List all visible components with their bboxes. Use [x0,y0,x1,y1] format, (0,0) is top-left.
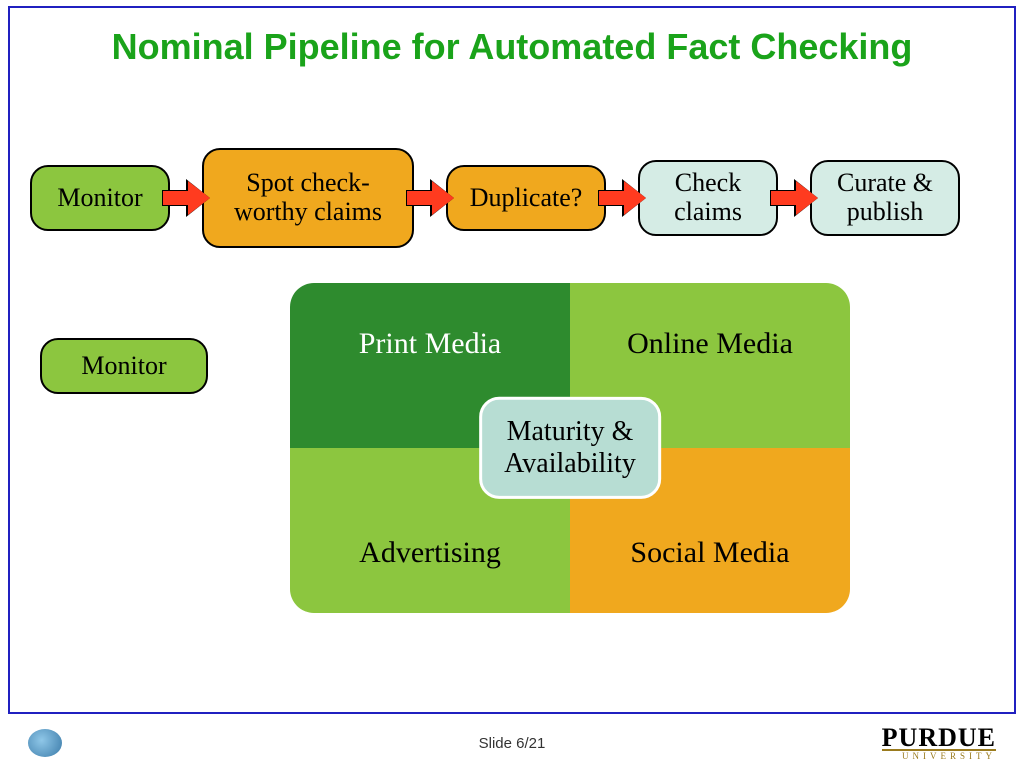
arrow-icon [598,183,646,213]
pipeline-row: Monitor Spot check-worthy claims Duplicate… [30,148,994,248]
globe-icon [28,729,62,757]
slide-frame: Nominal Pipeline for Automated Fact Chec… [8,6,1016,714]
side-monitor-box: Monitor [40,338,208,394]
slide-footer: Slide 6/21 PURDUE UNIVERSITY [0,718,1024,768]
quad-center-label: Maturity &Availability [504,416,636,479]
media-quadrant: Print Media Online Media Advertising Soc… [290,283,850,613]
slide-number: Slide 6/21 [479,735,546,752]
side-monitor-label: Monitor [81,352,166,381]
arrow-icon [770,183,818,213]
slide-title: Nominal Pipeline for Automated Fact Chec… [10,26,1014,68]
quad-center-box: Maturity &Availability [479,397,661,499]
pipeline-node-3: Check claims [638,160,778,236]
pipeline-node-0: Monitor [30,165,170,231]
purdue-logo: PURDUE UNIVERSITY [882,726,996,760]
pipeline-node-2: Duplicate? [446,165,606,231]
pipeline-node-1: Spot check-worthy claims [202,148,414,248]
pipeline-node-4: Curate & publish [810,160,960,236]
arrow-icon [162,183,210,213]
arrow-icon [406,183,454,213]
brand-main: PURDUE [882,726,996,749]
